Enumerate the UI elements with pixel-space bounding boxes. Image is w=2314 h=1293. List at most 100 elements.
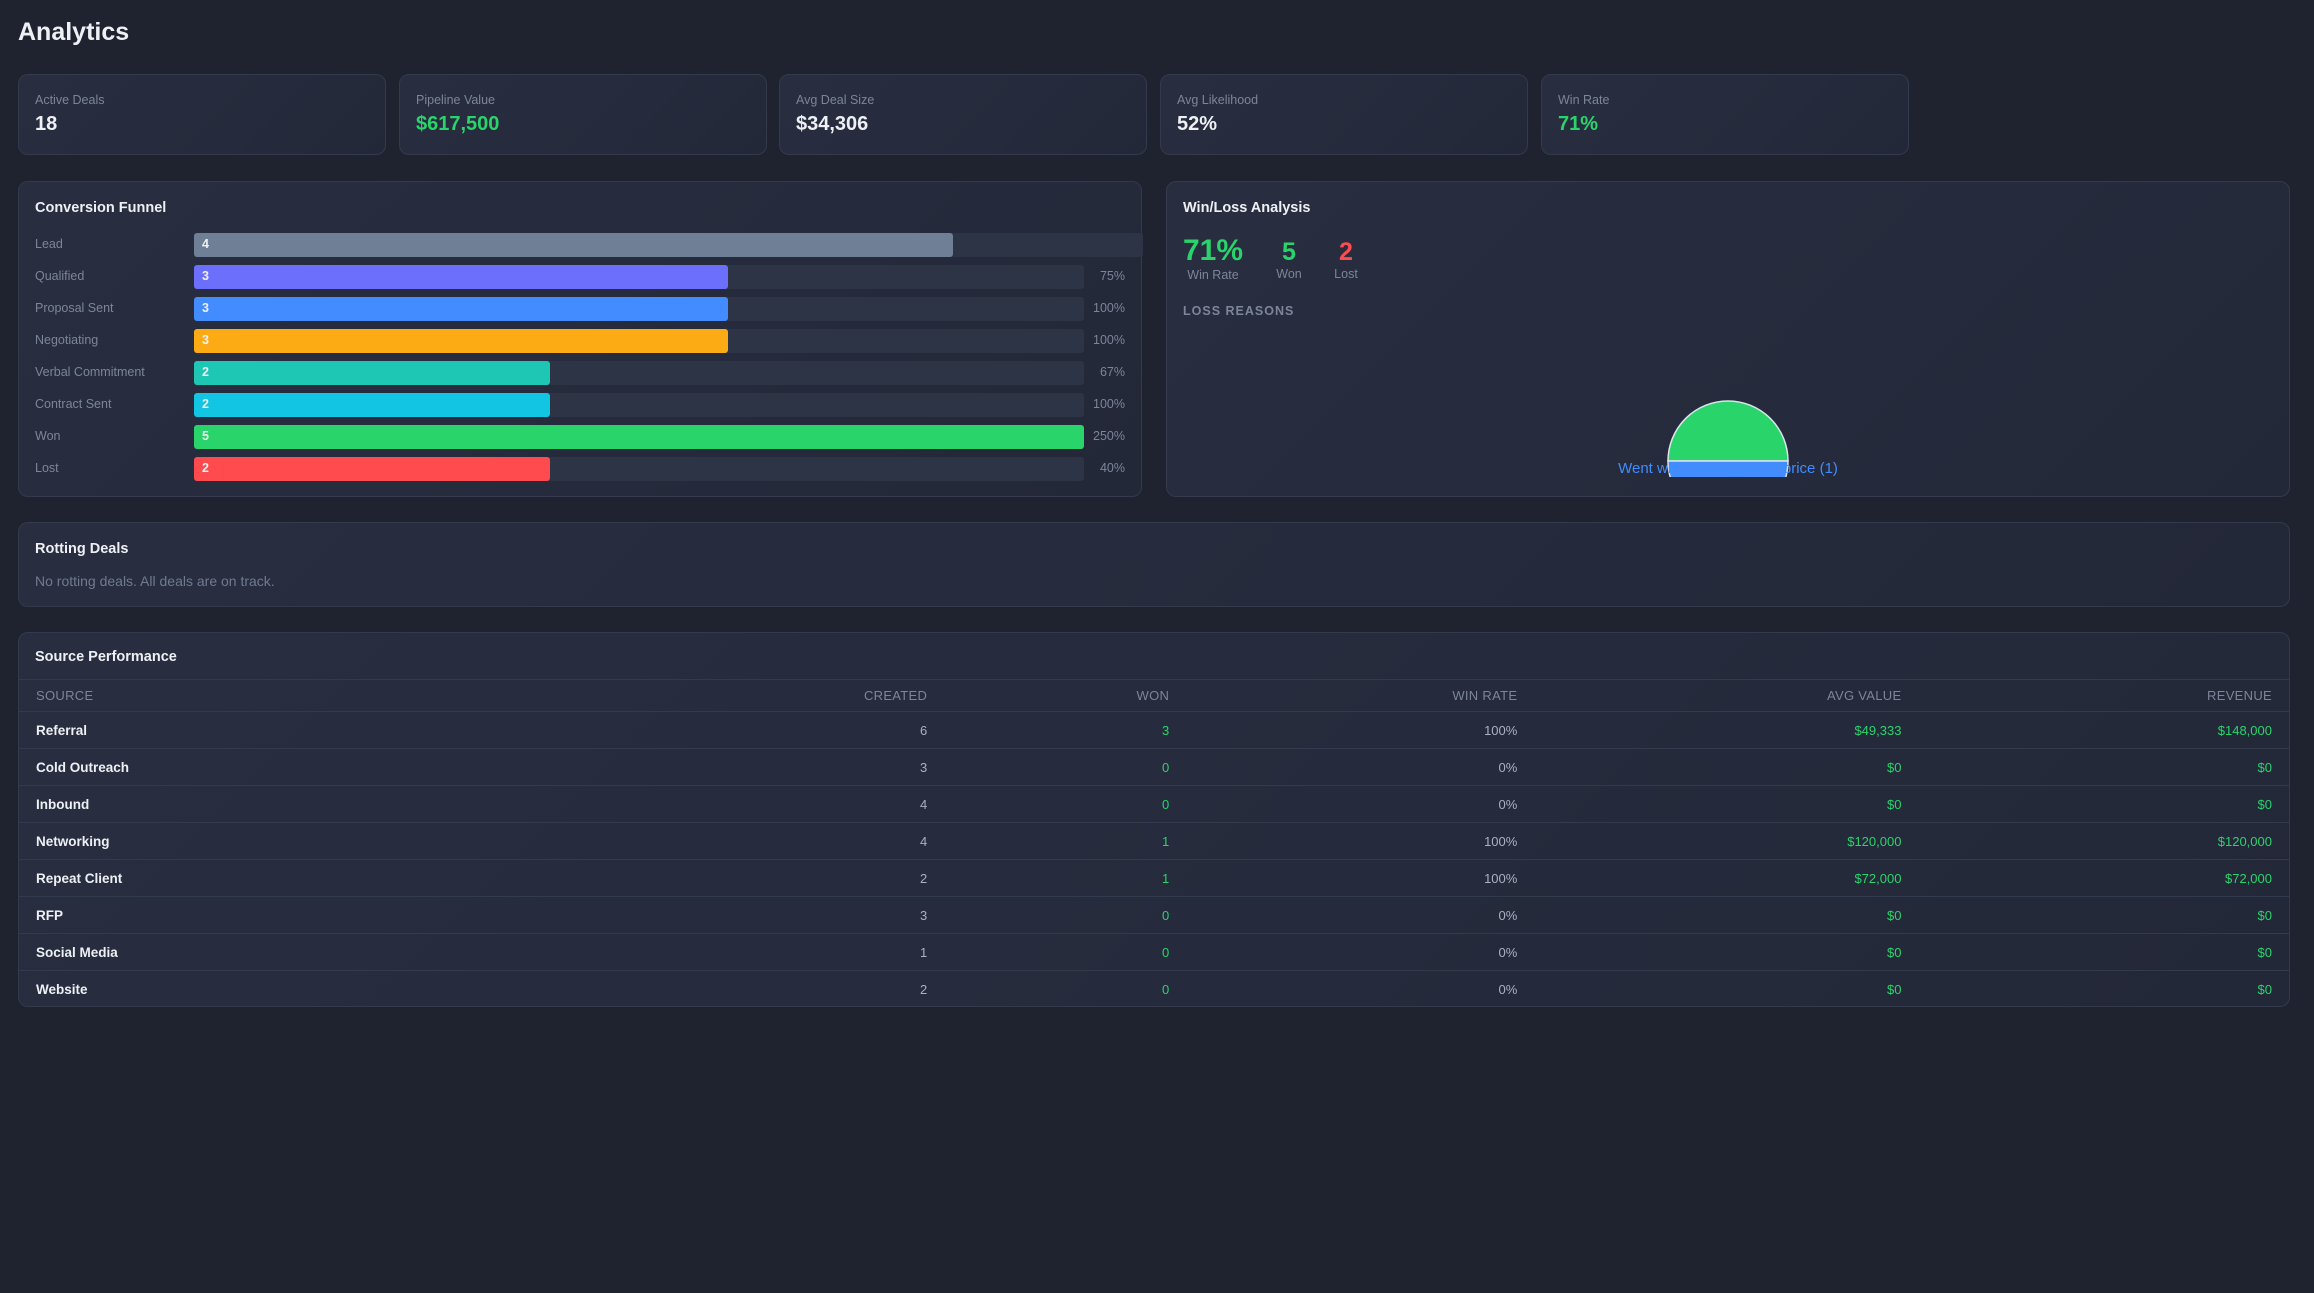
funnel-stage-label: Qualified (35, 269, 85, 283)
funnel-bar-fill[interactable]: 3 (194, 329, 728, 353)
cell-won: 1 (944, 859, 1187, 897)
cell-avg-value: $49,333 (1534, 711, 1919, 749)
cell-avg-value: $0 (1534, 970, 1919, 1006)
won-label: Won (1276, 267, 1302, 281)
table-row[interactable]: Inbound 4 0 0% $0 $0 (19, 785, 2289, 823)
kpi-value: $34,306 (796, 113, 869, 135)
funnel-bar-track: 4 (194, 233, 1143, 257)
panel-title: Win/Loss Analysis (1183, 200, 1311, 216)
cell-won: 3 (944, 711, 1187, 749)
cell-created: 3 (846, 896, 945, 934)
win-rate-value: 71% (1183, 234, 1244, 267)
table-row[interactable]: RFP 3 0 0% $0 $0 (19, 896, 2289, 934)
cell-source: Inbound (19, 785, 847, 823)
table-row[interactable]: Networking 4 1 100% $120,000 $120,000 (19, 822, 2289, 860)
funnel-conversion-pct: 250% (1093, 429, 1125, 443)
column-header-won[interactable]: WON (944, 679, 1187, 712)
table-row[interactable]: Social Media 1 0 0% $0 $0 (19, 933, 2289, 971)
funnel-bar-fill[interactable]: 2 (194, 393, 550, 417)
cell-won: 0 (944, 748, 1187, 786)
funnel-conversion-pct: 100% (1093, 397, 1125, 411)
column-header-revenue[interactable]: REVENUE (1918, 679, 2289, 712)
column-header-source[interactable]: SOURCE (19, 679, 847, 712)
kpi-value: 52% (1177, 113, 1218, 135)
lost-label: Lost (1334, 267, 1358, 281)
cell-revenue: $0 (1918, 748, 2289, 786)
column-header-avg-value[interactable]: AVG VALUE (1534, 679, 1919, 712)
funnel-count: 3 (202, 301, 209, 315)
funnel-bar-fill[interactable]: 2 (194, 361, 550, 385)
cell-win-rate: 0% (1186, 896, 1535, 934)
cell-source: Repeat Client (19, 859, 847, 897)
funnel-row: Won 5 250% (35, 425, 1127, 449)
kpi-card-active-deals: Active Deals 18 (18, 74, 386, 155)
rotting-empty-message: No rotting deals. All deals are on track… (35, 573, 275, 589)
funnel-bar-track: 2 (194, 393, 1084, 417)
cell-won: 0 (944, 896, 1187, 934)
column-header-win-rate[interactable]: WIN RATE (1186, 679, 1535, 712)
table-row[interactable]: Cold Outreach 3 0 0% $0 $0 (19, 748, 2289, 786)
pie-chart (1667, 400, 1789, 477)
cell-win-rate: 0% (1186, 970, 1535, 1006)
kpi-label: Pipeline Value (416, 93, 495, 107)
cell-avg-value: $0 (1534, 933, 1919, 971)
page-title: Analytics (18, 18, 130, 46)
funnel-bar-fill[interactable]: 3 (194, 265, 728, 289)
funnel-row: Lost 2 40% (35, 457, 1127, 481)
funnel-bar-fill[interactable]: 5 (194, 425, 1084, 449)
funnel-bar-fill[interactable]: 3 (194, 297, 728, 321)
kpi-value: 71% (1558, 113, 1599, 135)
pie-legend-label[interactable]: Went with competitor on price (1) (1618, 460, 1838, 477)
cell-won: 0 (944, 970, 1187, 1006)
cell-created: 4 (846, 785, 945, 823)
kpi-label: Avg Deal Size (796, 93, 875, 107)
panel-title: Conversion Funnel (35, 200, 167, 216)
funnel-bar-track: 5 (194, 425, 1084, 449)
funnel-count: 3 (202, 333, 209, 347)
cell-created: 4 (846, 822, 945, 860)
cell-won: 1 (944, 822, 1187, 860)
funnel-bar-fill[interactable]: 4 (194, 233, 953, 257)
source-performance-table: SOURCE CREATED WON WIN RATE AVG VALUE RE… (19, 679, 2289, 1006)
funnel-bar-track: 3 (194, 265, 1084, 289)
funnel-stage-label: Negotiating (35, 333, 99, 347)
cell-source: Networking (19, 822, 847, 860)
funnel-count: 2 (202, 397, 209, 411)
funnel-bar-track: 3 (194, 297, 1084, 321)
table-row[interactable]: Website 2 0 0% $0 $0 (19, 970, 2289, 1006)
funnel-count: 5 (202, 429, 209, 443)
table-row[interactable]: Referral 6 3 100% $49,333 $148,000 (19, 711, 2289, 749)
funnel-row: Proposal Sent 3 100% (35, 297, 1127, 321)
cell-created: 6 (846, 711, 945, 749)
funnel-stage-label: Contract Sent (35, 397, 112, 411)
loss-reasons-chart: Went with competitor on price (1) (1167, 322, 2289, 477)
kpi-card-win-rate: Win Rate 71% (1541, 74, 1909, 155)
cell-revenue: $120,000 (1918, 822, 2289, 860)
kpi-card-avg-deal-size: Avg Deal Size $34,306 (779, 74, 1147, 155)
funnel-bar-fill[interactable]: 2 (194, 457, 550, 481)
kpi-label: Avg Likelihood (1177, 93, 1259, 107)
funnel-conversion-pct: 67% (1099, 365, 1125, 379)
loss-reasons-title: LOSS REASONS (1183, 304, 1295, 318)
cell-revenue: $0 (1918, 785, 2289, 823)
cell-avg-value: $72,000 (1534, 859, 1919, 897)
table-header-row: SOURCE CREATED WON WIN RATE AVG VALUE RE… (19, 679, 2289, 712)
panel-title: Source Performance (35, 649, 177, 665)
cell-created: 1 (846, 933, 945, 971)
table-row[interactable]: Repeat Client 2 1 100% $72,000 $72,000 (19, 859, 2289, 897)
funnel-conversion-pct: 100% (1093, 333, 1125, 347)
cell-won: 0 (944, 933, 1187, 971)
column-header-created[interactable]: CREATED (846, 679, 945, 712)
cell-source: Cold Outreach (19, 748, 847, 786)
funnel-count: 2 (202, 365, 209, 379)
kpi-value: 18 (35, 113, 58, 135)
won-stat: 5 Won (1269, 237, 1309, 281)
pie-slice-green[interactable] (1667, 400, 1789, 462)
win-rate-label: Win Rate (1187, 268, 1239, 282)
funnel-stage-label: Verbal Commitment (35, 365, 145, 379)
cell-win-rate: 0% (1186, 748, 1535, 786)
funnel-count: 4 (202, 237, 209, 251)
pie-slice-competitor-price[interactable] (1667, 460, 1789, 477)
cell-win-rate: 0% (1186, 785, 1535, 823)
funnel-count: 2 (202, 461, 209, 475)
